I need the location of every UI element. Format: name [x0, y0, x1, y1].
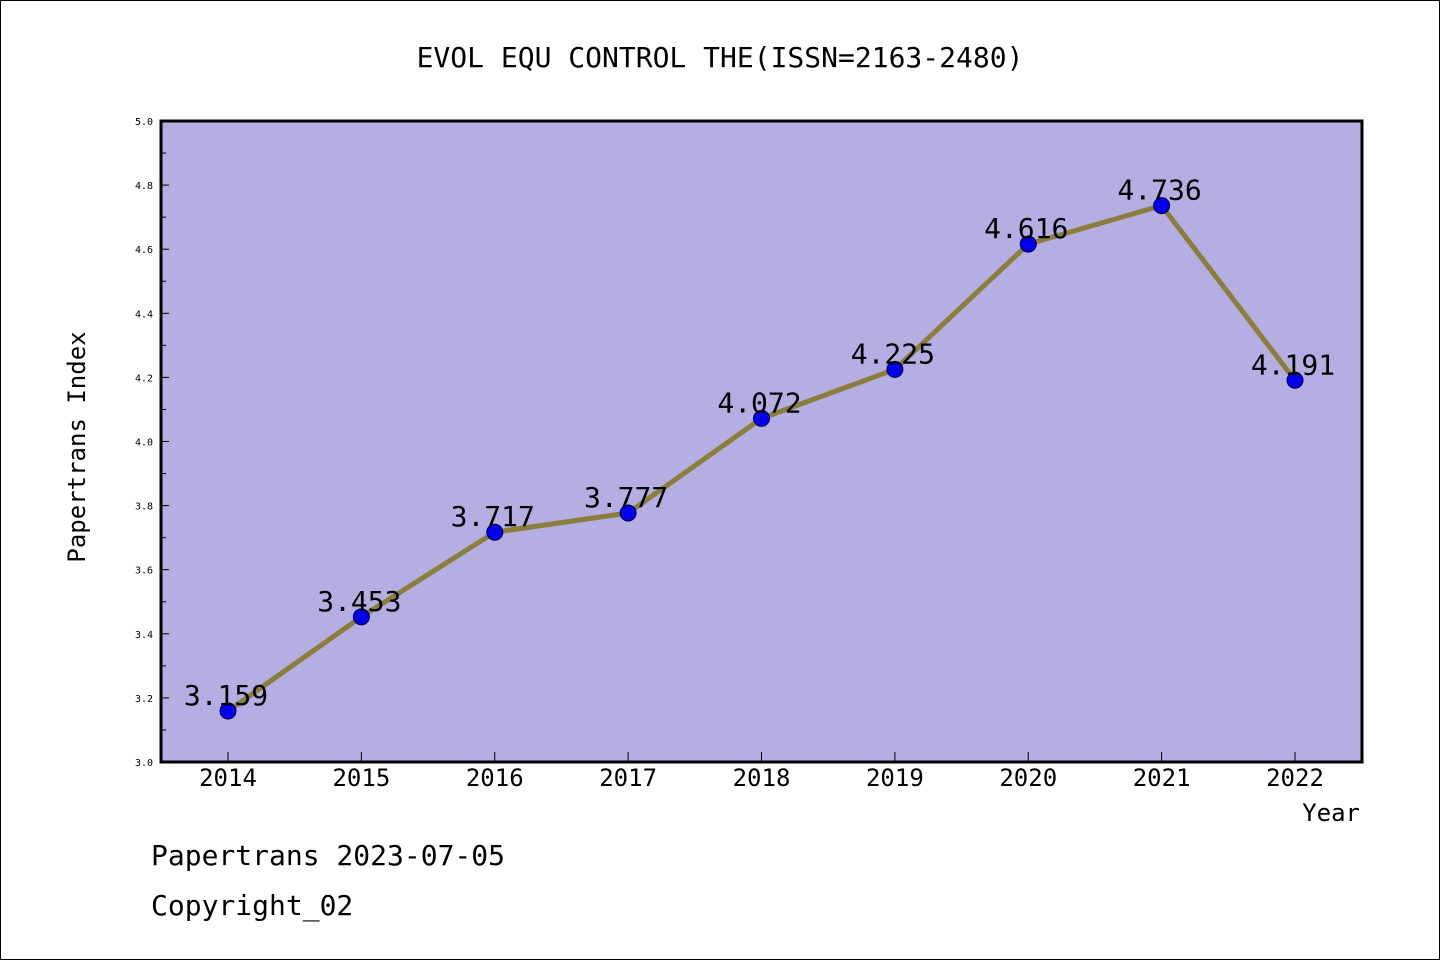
data-point: [1019, 235, 1037, 253]
x-tick-label: 2017: [599, 764, 657, 792]
x-axis-label: Year: [1302, 799, 1360, 827]
data-point: [1153, 197, 1171, 215]
footer-copyright: Copyright_02: [151, 889, 353, 923]
chart-title: EVOL EQU CONTROL THE(ISSN=2163-2480): [417, 41, 1024, 74]
x-tick-label: 2016: [466, 764, 524, 792]
data-point: [486, 523, 504, 541]
y-tick-label: 3.0: [135, 758, 153, 769]
x-tick-label: 2018: [733, 764, 791, 792]
data-label: 4.072: [717, 386, 801, 419]
y-tick-label: 5.0: [135, 117, 153, 128]
x-tick-label: 2015: [332, 764, 390, 792]
data-point: [619, 504, 637, 522]
data-label: 3.717: [451, 500, 535, 533]
x-axis: 2014 2015 2016 2017 2018 2019 2020 2021 2022: [199, 752, 1324, 792]
x-tick-label: 2019: [866, 764, 924, 792]
data-point: [753, 409, 770, 427]
y-axis: 3.0 3.2 3.4 3.6 3.8 4.0 4.2 4.4 4.6 4.8 5.0: [135, 117, 169, 769]
y-axis-label: Papertrans Index: [63, 331, 91, 562]
y-tick-label: 4.2: [135, 373, 153, 384]
y-tick-label: 3.2: [135, 694, 153, 705]
y-tick-label: 4.8: [135, 181, 153, 192]
y-tick-label: 4.4: [135, 309, 153, 320]
y-tick-label: 4.6: [135, 245, 153, 256]
data-label: 4.225: [851, 337, 935, 370]
data-label: 3.777: [584, 481, 668, 514]
data-point: [1286, 371, 1304, 389]
data-label: 4.191: [1251, 348, 1335, 381]
data-point: [219, 702, 237, 720]
plot-area: [159, 119, 1364, 764]
data-labels: 3.159 3.453 3.717 3.777 4.072 4.225 4.616 4.736…: [184, 174, 1335, 712]
data-label: 4.616: [984, 212, 1068, 245]
y-tick-label: 3.8: [135, 502, 153, 513]
data-label: 3.453: [317, 585, 401, 618]
y-tick-label: 3.6: [135, 566, 153, 577]
series-line: [219, 197, 1304, 720]
x-tick-label: 2022: [1266, 764, 1324, 792]
x-tick-label: 2020: [999, 764, 1057, 792]
data-point: [352, 608, 370, 626]
data-point: [886, 360, 904, 378]
data-label: 4.736: [1117, 174, 1201, 207]
y-tick-label: 4.0: [135, 438, 153, 449]
y-tick-label: 3.4: [135, 630, 153, 641]
data-label: 3.159: [184, 679, 268, 712]
x-tick-label: 2014: [199, 764, 257, 792]
footer-date: Papertrans 2023-07-05: [151, 839, 505, 872]
x-tick-label: 2021: [1133, 764, 1191, 792]
